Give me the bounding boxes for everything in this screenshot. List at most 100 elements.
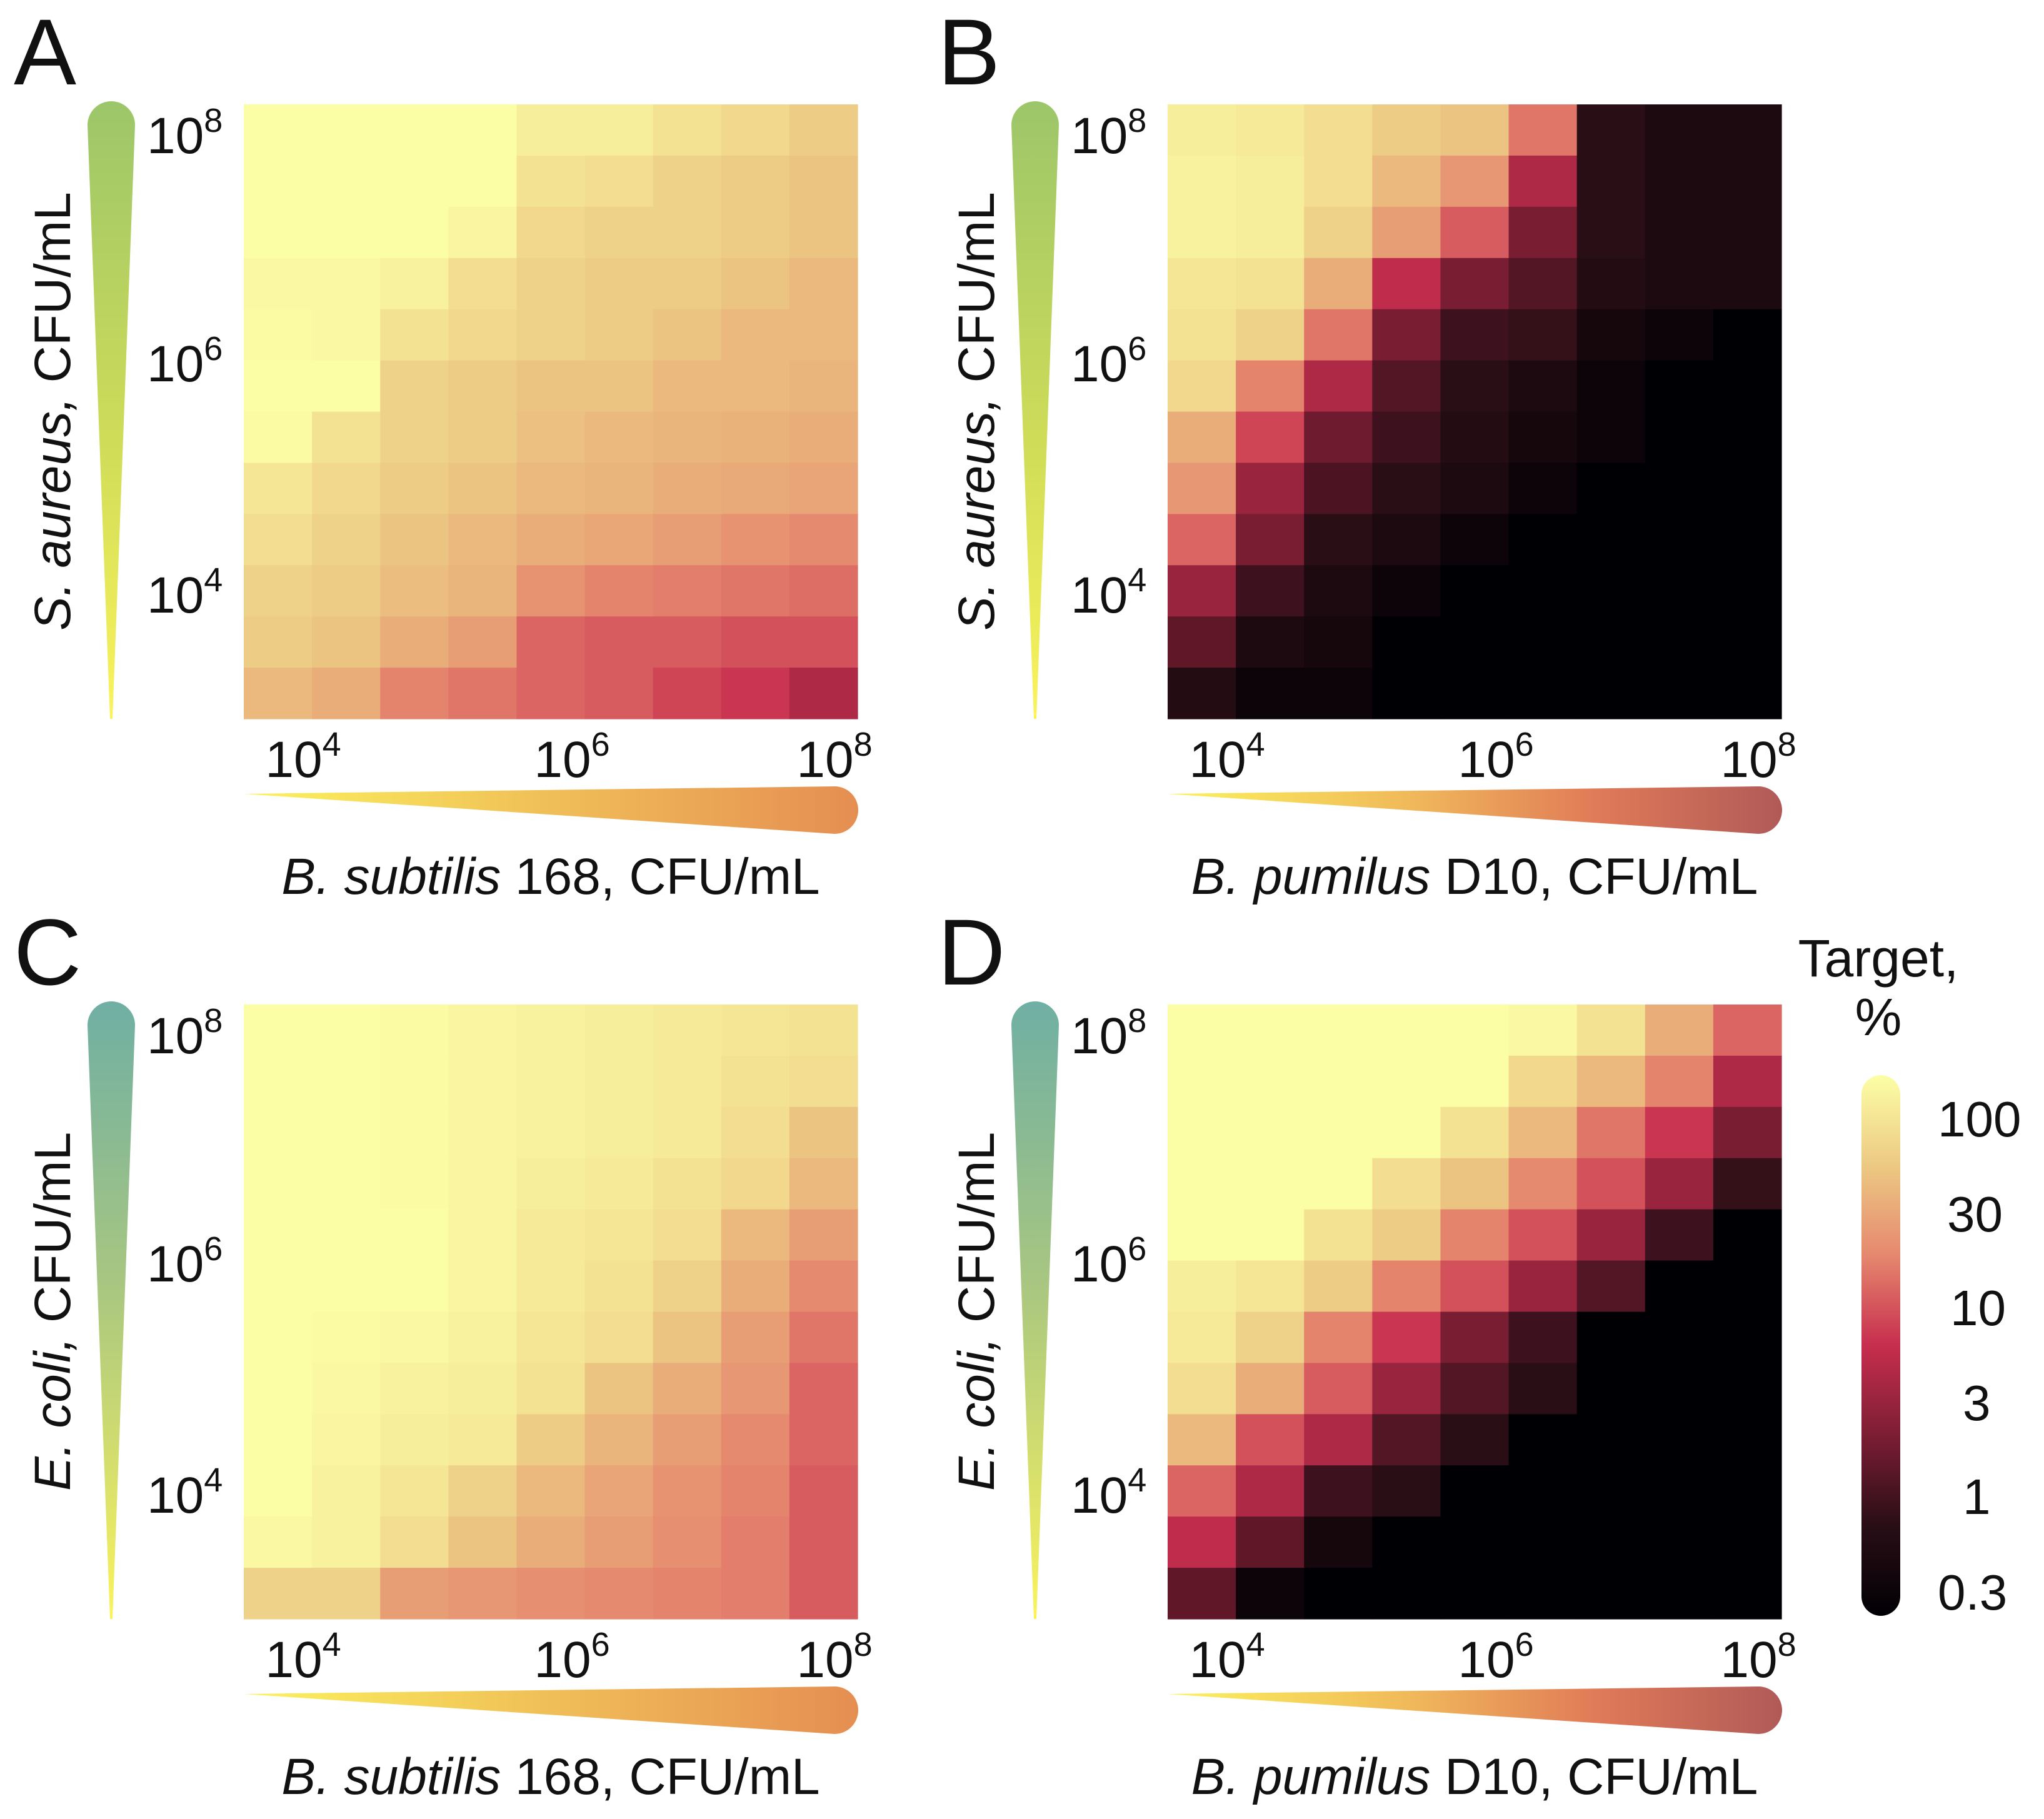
y-tick-label: 108 xyxy=(1071,102,1146,164)
heatmap-cell xyxy=(1372,1158,1441,1210)
heatmap-cell xyxy=(448,155,518,208)
heatmap-cell xyxy=(516,411,586,464)
y-tick-label: 106 xyxy=(1071,330,1146,393)
heatmap-cell xyxy=(1440,565,1510,617)
heatmap xyxy=(244,104,858,719)
heatmap-cell xyxy=(584,1311,654,1364)
heatmap-cell xyxy=(1645,258,1714,310)
heatmap-cell xyxy=(244,1209,313,1261)
heatmap-cell xyxy=(1372,565,1441,617)
heatmap-cell xyxy=(380,616,449,668)
heatmap xyxy=(1168,1005,1782,1620)
panel-d: D 108 106 104 104 106 108 B. pumilus D10, CFU/m… xyxy=(938,899,1796,1805)
heatmap-cell xyxy=(1645,1260,1714,1313)
heatmap-cell xyxy=(653,463,722,514)
heatmap-cell xyxy=(1645,1106,1714,1159)
heatmap-cell xyxy=(1576,616,1646,668)
heatmap-cell xyxy=(1508,616,1578,668)
heatmap-cell xyxy=(1440,1260,1510,1313)
heatmap-cell xyxy=(312,1414,381,1466)
heatmap-cell xyxy=(1508,1055,1578,1108)
heatmap-cell xyxy=(584,1106,654,1159)
heatmap-cell xyxy=(721,616,790,668)
heatmap-cell xyxy=(448,1158,518,1210)
heatmap-cell xyxy=(1713,1106,1782,1159)
heatmap-cell xyxy=(1168,1516,1236,1568)
heatmap-cell xyxy=(516,155,586,208)
heatmap-cell xyxy=(1236,1465,1305,1517)
heatmap-cell xyxy=(1576,104,1646,156)
y-tick-label: 108 xyxy=(147,1002,223,1065)
heatmap-cell xyxy=(721,1311,790,1364)
heatmap-cell xyxy=(1576,155,1646,208)
heatmap-cell xyxy=(1576,514,1646,566)
heatmap-cell xyxy=(312,1465,381,1517)
heatmap-cell xyxy=(1508,206,1578,259)
x-axis-label: B. subtilis 168, CFU/mL xyxy=(281,848,819,905)
x-tick-label: 108 xyxy=(1720,1626,1796,1688)
heatmap-cell xyxy=(584,463,654,514)
y-tick-label: 104 xyxy=(1071,1461,1146,1524)
heatmap-cell xyxy=(584,1158,654,1210)
heatmap-cell xyxy=(584,1005,654,1056)
x-axis-label: B. pumilus D10, CFU/mL xyxy=(1191,848,1758,905)
heatmap-cell xyxy=(1645,309,1714,361)
heatmap-cell xyxy=(1576,1516,1646,1568)
heatmap-cell xyxy=(653,1568,722,1620)
heatmap-cell xyxy=(721,1209,790,1261)
heatmap-cell xyxy=(1236,360,1305,413)
heatmap-cell xyxy=(380,1106,449,1159)
heatmap-cell xyxy=(1304,463,1373,514)
heatmap-cell xyxy=(244,309,313,361)
heatmap-cell xyxy=(721,1414,790,1466)
heatmap-cell xyxy=(244,258,313,310)
heatmap-cell xyxy=(448,1106,518,1159)
y-tick-label: 104 xyxy=(147,1461,223,1524)
heatmap-cell xyxy=(1508,1568,1578,1620)
heatmap-cell xyxy=(1645,1363,1714,1415)
heatmap-cell xyxy=(1645,1209,1714,1261)
heatmap-cell xyxy=(448,1005,518,1056)
heatmap-cell xyxy=(448,1516,518,1568)
heatmap-cell xyxy=(448,668,518,719)
heatmap-cell xyxy=(516,1516,586,1568)
heatmap-cell xyxy=(584,104,654,156)
heatmap-cell xyxy=(516,360,586,413)
heatmap-cell xyxy=(721,360,790,413)
heatmap-cell xyxy=(1236,1260,1305,1313)
heatmap-cell xyxy=(789,155,858,208)
heatmap-cell xyxy=(516,206,586,259)
heatmap-cell xyxy=(1440,1158,1510,1210)
heatmap-cell xyxy=(1440,1465,1510,1517)
heatmap-cell xyxy=(244,668,313,719)
heatmap-cell xyxy=(1372,1005,1441,1056)
heatmap-cell xyxy=(1440,1005,1510,1056)
panel-letter: C xyxy=(14,899,81,1005)
heatmap-cell xyxy=(1372,411,1441,464)
heatmap-cell xyxy=(1372,1055,1441,1108)
heatmap-cell xyxy=(721,1516,790,1568)
heatmap-cell xyxy=(1576,1363,1646,1415)
x-axis-label: B. subtilis 168, CFU/mL xyxy=(281,1748,819,1805)
heatmap-cell xyxy=(1372,1209,1441,1261)
heatmap-cell xyxy=(312,1363,381,1415)
heatmap-cell xyxy=(516,1106,586,1159)
heatmap-cell xyxy=(1440,411,1510,464)
heatmap-cell xyxy=(244,1414,313,1466)
heatmap-cell xyxy=(1713,411,1782,464)
heatmap-cell xyxy=(789,1055,858,1108)
heatmap-cell xyxy=(1236,1516,1305,1568)
heatmap-cell xyxy=(653,1005,722,1056)
heatmap-cell xyxy=(516,1568,586,1620)
heatmap-cell xyxy=(1168,616,1236,668)
panel-c: C 108 106 104 104 106 108 B. subtilis 168, CFU/… xyxy=(14,899,873,1805)
heatmap-cell xyxy=(1508,104,1578,156)
heatmap-cell xyxy=(1372,668,1441,719)
x-tick-label: 104 xyxy=(1189,726,1265,788)
x-tick-label: 106 xyxy=(534,726,609,788)
heatmap-cell xyxy=(516,1363,586,1415)
heatmap-cell xyxy=(1372,258,1441,310)
x-tick-label: 104 xyxy=(1189,1626,1265,1688)
heatmap-cell xyxy=(1236,1363,1305,1415)
heatmap-cell xyxy=(1236,1055,1305,1108)
